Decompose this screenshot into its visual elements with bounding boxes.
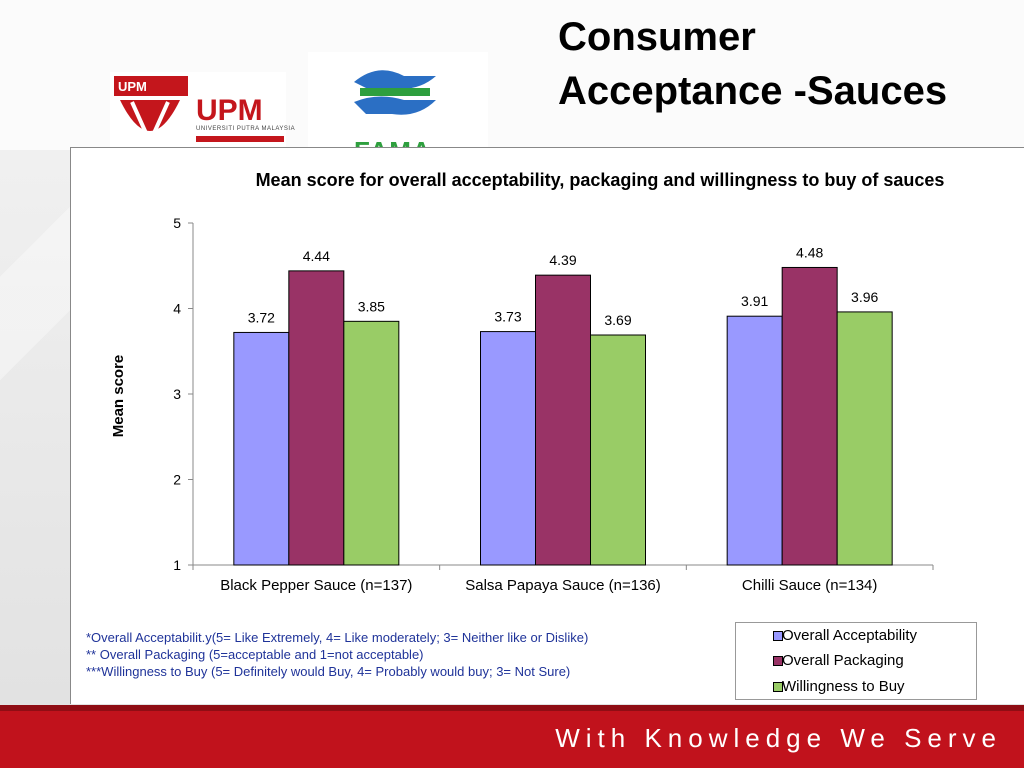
legend-item-willingness: Willingness to Buy [773, 678, 905, 696]
upm-subtext: UNIVERSITI PUTRA MALAYSIA [196, 126, 296, 132]
bar [535, 274, 591, 566]
upm-logo: UPM [110, 72, 286, 158]
data-label: 3.85 [358, 298, 385, 314]
upm-underline [196, 136, 284, 142]
data-label: 3.91 [741, 293, 768, 309]
legend-swatch-willingness [773, 682, 783, 692]
page-title-line1: Consumer [558, 15, 756, 59]
y-tick-label: 5 [173, 215, 181, 231]
legend-item-acceptability: Overall Acceptability [773, 627, 918, 645]
legend-label: Willingness to Buy [782, 678, 905, 695]
chart-legend: Overall Acceptability Overall Packaging … [735, 622, 977, 700]
fama-emblem-icon [354, 70, 436, 115]
data-label: 4.44 [303, 248, 330, 264]
footnote-willingness: ***Willingness to Buy (5= Definitely wou… [86, 664, 571, 679]
bar [343, 320, 400, 566]
footnote-acceptability: *Overall Acceptabilit.y(5= Like Extremel… [86, 630, 589, 645]
legend-label: Overall Acceptability [782, 627, 918, 644]
legend-swatch-packaging [773, 656, 783, 666]
fama-logo [308, 52, 488, 160]
x-tick-label: Salsa Papaya Sauce (n=136) [465, 577, 661, 594]
page-title-line2: Acceptance -Sauces [558, 69, 948, 113]
bar [288, 270, 345, 566]
legend-swatch-acceptability [773, 631, 783, 641]
data-label: 3.69 [604, 312, 631, 328]
legend-label: Overall Packaging [782, 652, 904, 669]
chart-panel: Mean score for overall acceptability, pa… [70, 147, 1024, 704]
slogan: With Knowledge We Serve [555, 723, 1002, 753]
bar [836, 311, 893, 566]
footer-bar: With Knowledge We Serve [0, 705, 1024, 768]
bar [480, 331, 536, 566]
data-label: 3.96 [851, 289, 878, 305]
footnotes: *Overall Acceptabilit.y(5= Like Extremel… [86, 629, 588, 680]
y-axis-label: Mean score [110, 355, 127, 438]
data-label: 4.48 [796, 244, 823, 260]
data-label: 3.73 [494, 309, 521, 325]
page-title: Consumer Acceptance -Sauces [558, 10, 1018, 118]
upm-crest-icon: UPM [114, 76, 188, 147]
x-tick-label: Chilli Sauce (n=134) [742, 577, 878, 594]
chart-title: Mean score for overall acceptability, pa… [256, 170, 945, 190]
chart-bars: 3.72 4.44 3.85 3.73 4.39 3.69 3.91 4.48 3.96 [233, 244, 893, 566]
x-tick-label: Black Pepper Sauce (n=137) [220, 577, 412, 594]
footnote-packaging: ** Overall Packaging (5=acceptable and 1… [86, 647, 424, 662]
legend-item-packaging: Overall Packaging [773, 652, 904, 670]
y-tick-label: 3 [173, 386, 181, 402]
upm-mark-text: UPM [118, 79, 147, 94]
y-tick-label: 1 [173, 557, 181, 573]
bar-chart: Mean score for overall acceptability, pa… [110, 170, 945, 594]
bar [781, 266, 838, 566]
data-label: 4.39 [549, 252, 576, 268]
y-tick-label: 2 [173, 472, 181, 488]
upm-wordmark: UPM [196, 94, 263, 127]
bar [233, 331, 290, 566]
data-label: 3.72 [248, 309, 275, 325]
bar [590, 334, 646, 566]
y-tick-label: 4 [173, 301, 181, 317]
bar [726, 315, 783, 566]
